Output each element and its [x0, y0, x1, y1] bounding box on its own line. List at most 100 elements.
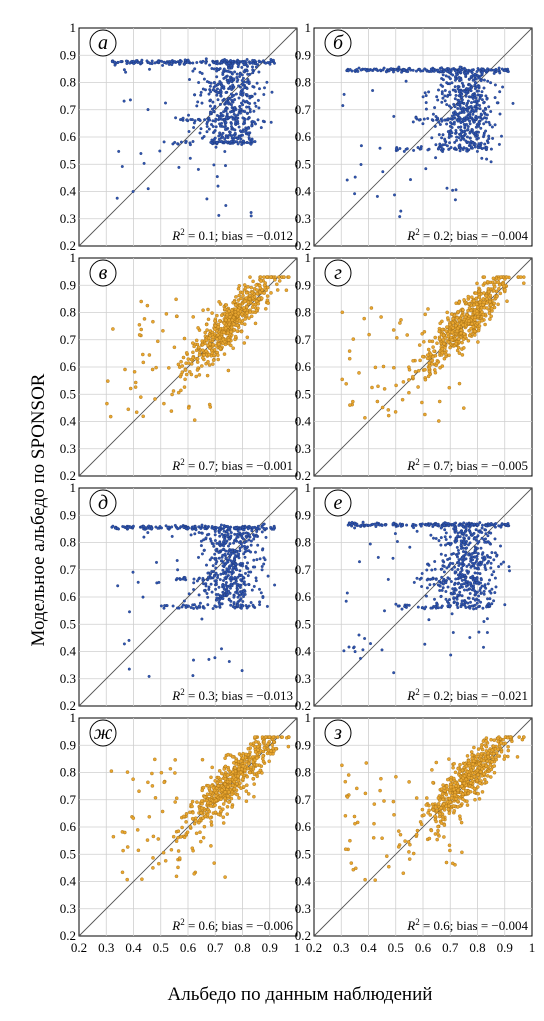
panel-7: 0.20.30.40.50.60.70.80.910.2 0.3 0.4 0.5 0.6…	[60, 710, 301, 955]
data-point	[411, 374, 415, 379]
data-point	[200, 552, 204, 556]
data-point	[440, 604, 444, 608]
data-point	[223, 125, 226, 129]
data-point	[485, 774, 490, 778]
data-point	[443, 94, 447, 98]
data-point	[432, 349, 436, 353]
data-point	[362, 316, 366, 321]
data-point	[441, 147, 444, 151]
data-point	[224, 581, 228, 584]
data-point	[248, 96, 252, 100]
stats-annotation: R2 = 0.2; bias = −0.021	[406, 687, 528, 703]
data-point	[169, 60, 173, 64]
data-point	[228, 78, 232, 82]
data-point	[446, 130, 450, 134]
data-point	[147, 61, 151, 65]
data-point	[139, 327, 143, 332]
data-point	[190, 118, 194, 122]
data-point	[243, 110, 247, 114]
data-point	[214, 579, 218, 582]
data-point	[245, 87, 249, 90]
data-point	[439, 536, 443, 540]
data-point	[495, 554, 499, 558]
data-point	[265, 298, 270, 302]
data-point	[222, 544, 226, 548]
y-tick-label: 0.4	[295, 184, 312, 199]
data-point	[477, 540, 481, 544]
data-point	[252, 537, 256, 541]
data-point	[443, 118, 447, 122]
data-point	[188, 156, 192, 160]
one-to-one-line	[313, 27, 533, 247]
data-point	[259, 279, 263, 283]
data-point	[230, 134, 233, 138]
data-point	[481, 109, 485, 113]
data-point	[124, 59, 128, 63]
data-point	[179, 140, 183, 144]
data-point	[208, 558, 212, 562]
data-point	[216, 98, 220, 102]
data-point	[480, 526, 484, 530]
data-point	[348, 522, 352, 525]
data-point	[261, 754, 265, 758]
data-point	[454, 341, 458, 346]
data-point	[241, 116, 245, 120]
data-point	[228, 542, 232, 546]
data-point	[200, 348, 205, 352]
data-point	[242, 341, 247, 345]
data-point	[235, 568, 239, 572]
data-point	[216, 593, 220, 596]
data-point	[479, 112, 483, 116]
data-point	[162, 60, 166, 64]
data-point	[374, 525, 378, 528]
data-point	[158, 149, 162, 153]
data-point	[432, 582, 436, 586]
data-point	[241, 99, 245, 103]
data-point	[259, 591, 263, 595]
data-point	[253, 735, 257, 739]
data-point	[150, 367, 155, 372]
data-point	[216, 67, 220, 71]
data-point	[183, 58, 187, 62]
data-point	[437, 419, 441, 423]
data-point	[482, 281, 487, 285]
data-point	[145, 59, 149, 63]
data-point	[142, 524, 146, 528]
data-point	[231, 783, 235, 788]
data-point	[405, 333, 409, 337]
data-point	[232, 541, 236, 545]
data-point	[218, 604, 222, 608]
data-point	[131, 570, 135, 574]
data-point	[266, 742, 270, 746]
data-point	[234, 60, 238, 64]
data-point	[457, 300, 462, 304]
data-point	[247, 137, 251, 141]
data-point	[519, 275, 523, 279]
data-point	[251, 119, 255, 123]
data-point	[424, 167, 428, 171]
data-point	[471, 112, 475, 116]
data-point	[445, 186, 449, 190]
data-point	[248, 110, 252, 114]
data-point	[256, 744, 260, 749]
data-point	[357, 371, 361, 375]
data-point	[419, 524, 423, 528]
data-point	[262, 291, 266, 295]
data-point	[459, 585, 462, 589]
y-tick-label: 0.4	[60, 414, 77, 429]
data-point	[440, 100, 444, 104]
data-point	[208, 104, 212, 108]
data-point	[489, 314, 493, 318]
data-point	[421, 95, 425, 99]
data-point	[242, 528, 246, 532]
data-point	[225, 312, 229, 317]
data-point	[182, 577, 186, 581]
data-point	[492, 71, 496, 75]
data-point	[237, 293, 241, 298]
data-point	[222, 579, 225, 582]
data-point	[224, 318, 228, 322]
data-point	[359, 656, 362, 660]
data-point	[221, 73, 225, 76]
data-point	[123, 367, 127, 372]
